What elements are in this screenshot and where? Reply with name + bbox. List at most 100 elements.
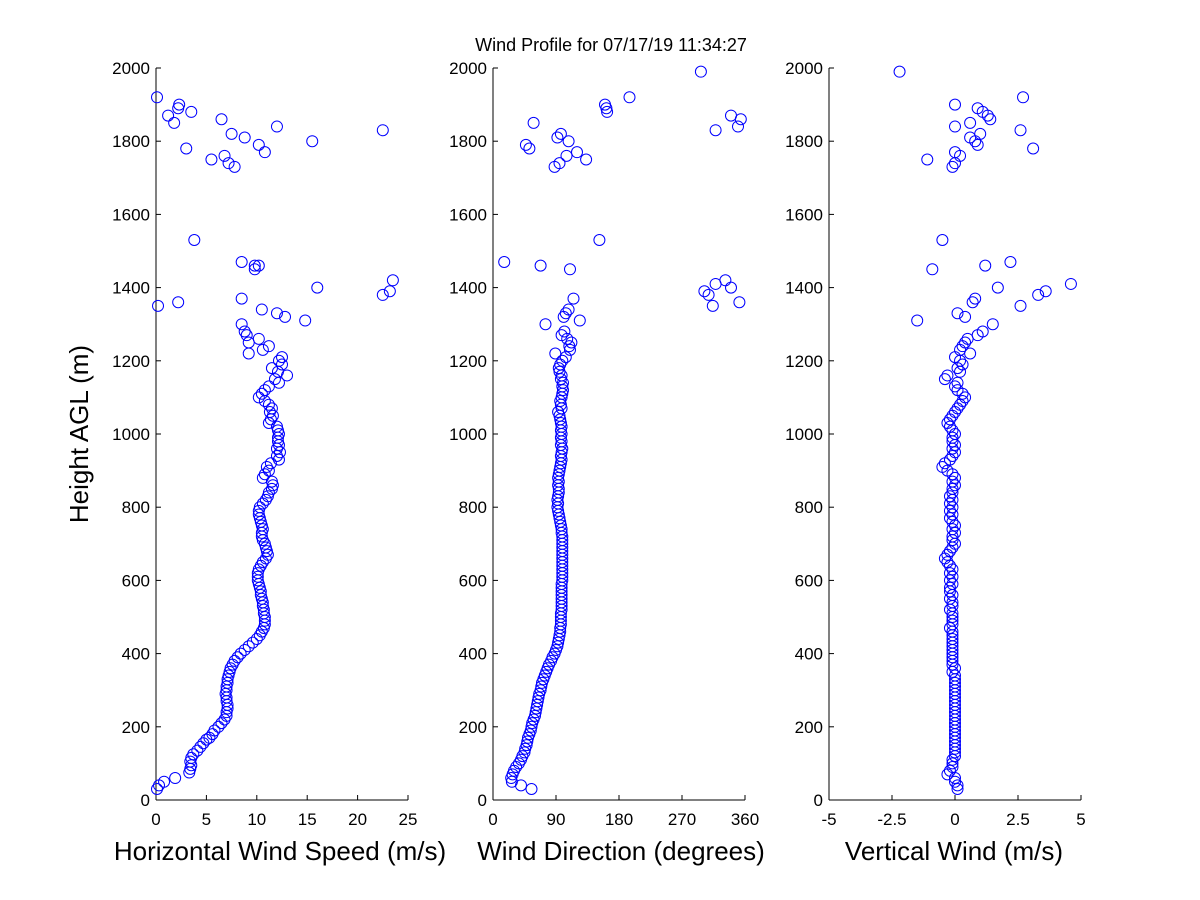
data-point bbox=[169, 772, 182, 785]
data-point bbox=[938, 457, 951, 470]
data-point bbox=[255, 387, 268, 400]
data-point bbox=[306, 135, 319, 148]
data-point bbox=[172, 102, 185, 115]
data-point bbox=[984, 113, 997, 126]
data-point bbox=[188, 234, 201, 247]
data-point bbox=[941, 369, 954, 382]
data-point bbox=[943, 585, 956, 598]
panel-speed: 0 200 400 600 800 1000 1200 1400 1600 1800 2000 0 5 1… bbox=[64, 59, 446, 866]
data-point bbox=[272, 354, 285, 367]
y-tick-label: 1400 bbox=[449, 279, 487, 298]
data-point bbox=[911, 314, 924, 327]
data-point bbox=[562, 135, 575, 148]
data-point bbox=[254, 515, 267, 528]
data-point bbox=[262, 417, 275, 430]
data-point bbox=[253, 629, 266, 642]
data-point bbox=[921, 153, 934, 166]
data-point bbox=[262, 398, 275, 411]
data-point bbox=[949, 406, 961, 419]
data-point bbox=[525, 783, 538, 796]
x-axis-label: Horizontal Wind Speed (m/s) bbox=[114, 836, 446, 866]
data-point bbox=[946, 534, 959, 547]
data-markers bbox=[893, 65, 1077, 796]
y-tick-label: 2000 bbox=[112, 59, 150, 78]
x-tick-label: 2.5 bbox=[1006, 810, 1030, 829]
data-point bbox=[986, 318, 999, 331]
data-point bbox=[969, 135, 982, 148]
data-point bbox=[1039, 285, 1052, 298]
y-tick-label: 1200 bbox=[449, 352, 487, 371]
data-point bbox=[946, 515, 959, 528]
data-point bbox=[256, 497, 269, 510]
data-point bbox=[238, 643, 251, 656]
data-point bbox=[949, 428, 961, 440]
data-point bbox=[553, 157, 566, 170]
y-tick-label: 2000 bbox=[449, 59, 487, 78]
data-point bbox=[959, 310, 972, 323]
data-point bbox=[505, 772, 518, 785]
data-point bbox=[212, 720, 225, 733]
data-point bbox=[943, 545, 956, 558]
data-point bbox=[185, 105, 198, 118]
data-point bbox=[943, 567, 956, 580]
x-tick-label: 180 bbox=[605, 810, 633, 829]
data-point bbox=[943, 603, 956, 616]
data-point bbox=[580, 153, 593, 166]
y-tick-label: 200 bbox=[795, 718, 823, 737]
data-point bbox=[949, 750, 961, 763]
y-tick-label: 1000 bbox=[785, 425, 823, 444]
data-point bbox=[498, 255, 511, 268]
data-point bbox=[252, 332, 265, 345]
y-tick-label: 600 bbox=[795, 571, 823, 590]
data-point bbox=[956, 340, 969, 353]
data-point bbox=[949, 742, 961, 755]
data-point bbox=[552, 632, 565, 645]
data-point bbox=[270, 307, 283, 320]
data-point bbox=[565, 336, 578, 349]
data-point bbox=[949, 775, 961, 788]
data-point bbox=[946, 409, 959, 422]
data-point bbox=[552, 636, 565, 649]
data-point bbox=[938, 373, 951, 386]
data-point bbox=[259, 552, 272, 565]
data-point bbox=[200, 733, 213, 746]
data-point bbox=[162, 109, 175, 122]
data-point bbox=[545, 654, 558, 667]
y-tick-label: 200 bbox=[122, 718, 150, 737]
data-point bbox=[709, 277, 722, 290]
data-point bbox=[563, 340, 576, 353]
data-point bbox=[519, 138, 532, 151]
data-point bbox=[252, 138, 265, 151]
data-point bbox=[234, 647, 247, 660]
data-point bbox=[706, 299, 719, 312]
data-point bbox=[273, 446, 286, 459]
data-point bbox=[564, 343, 576, 356]
data-point bbox=[168, 116, 181, 129]
data-point bbox=[151, 783, 164, 796]
data-point bbox=[215, 113, 228, 126]
data-point bbox=[956, 395, 969, 408]
data-point bbox=[943, 512, 956, 525]
data-point bbox=[938, 552, 951, 565]
data-point bbox=[949, 526, 961, 539]
y-tick-label: 1600 bbox=[112, 205, 150, 224]
data-point bbox=[951, 402, 964, 415]
data-point bbox=[949, 446, 961, 459]
data-point bbox=[949, 120, 961, 133]
data-markers bbox=[151, 91, 399, 796]
data-point bbox=[943, 764, 956, 777]
data-point bbox=[253, 512, 266, 525]
data-point bbox=[593, 234, 606, 247]
data-point bbox=[951, 779, 964, 792]
data-point bbox=[949, 746, 961, 759]
data-point bbox=[218, 713, 231, 726]
data-point bbox=[949, 380, 961, 393]
x-tick-label: 25 bbox=[399, 810, 418, 829]
data-point bbox=[941, 556, 954, 569]
y-tick-label: 800 bbox=[459, 498, 487, 517]
y-tick-label: 0 bbox=[478, 791, 487, 810]
y-tick-label: 1400 bbox=[785, 279, 823, 298]
y-tick-label: 1000 bbox=[112, 425, 150, 444]
data-point bbox=[949, 98, 961, 111]
